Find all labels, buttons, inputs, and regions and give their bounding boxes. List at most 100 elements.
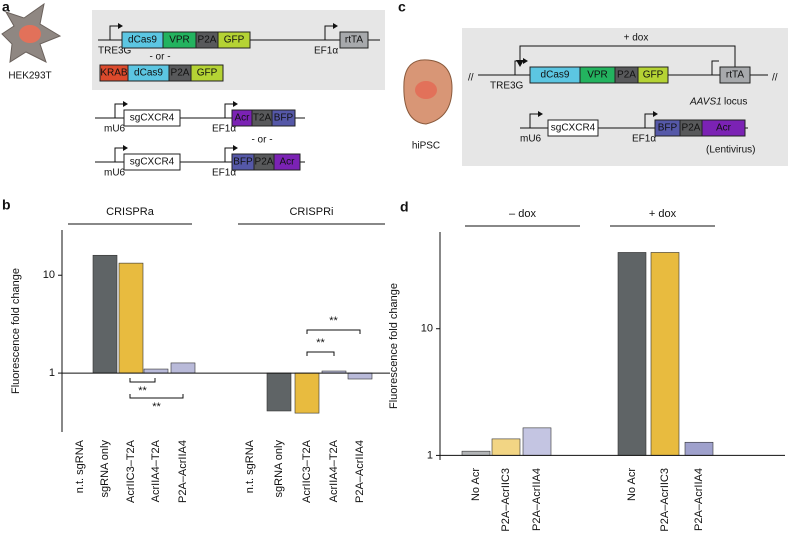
- gene-label: GFP: [197, 68, 218, 79]
- vector-label: (Lentivirus): [706, 145, 755, 156]
- gene-block: [719, 66, 751, 84]
- locus: AAVS1: [689, 97, 722, 108]
- panel-label: b: [2, 197, 11, 213]
- gene-label: T2A: [253, 113, 272, 124]
- promoter-arrow: [109, 25, 119, 40]
- promoter-arrow: [514, 60, 524, 75]
- panel-label: a: [2, 0, 10, 15]
- gene-label: sgCXCR4: [130, 157, 175, 168]
- significance-bracket: [129, 394, 184, 399]
- bar: [170, 362, 196, 374]
- promoter-arrow: [114, 147, 124, 162]
- bar: [684, 441, 714, 456]
- locus-suffix: locus: [724, 97, 747, 108]
- gene-label: dCas9: [134, 68, 163, 79]
- panel-c-box: [462, 28, 788, 166]
- bar: [266, 372, 292, 412]
- gene-block: [190, 64, 224, 82]
- promoter-label: TRE3G: [490, 81, 524, 92]
- panel-label: d: [400, 199, 409, 215]
- gene-label: Acr: [280, 157, 296, 168]
- x-tick-label: P2A–AcrIIA4: [177, 440, 189, 503]
- significance: **: [152, 401, 161, 413]
- arrow-head: [118, 23, 123, 29]
- y-axis-label: Fluorescence fold change: [388, 283, 400, 409]
- break-mark: //: [772, 73, 778, 84]
- group-label: + dox: [649, 208, 677, 220]
- x-tick-label: No Acr: [626, 468, 638, 501]
- x-tick-label: n.t. sgRNA: [244, 439, 256, 493]
- break-mark: //: [468, 73, 474, 84]
- bar: [118, 262, 144, 374]
- bar: [491, 438, 521, 456]
- separator: - or -: [251, 135, 272, 146]
- separator: - or -: [149, 52, 170, 63]
- x-tick-label: AcrIIC3–T2A: [125, 439, 137, 503]
- significance-bracket: [129, 378, 156, 383]
- arrow-head: [653, 111, 658, 117]
- significance: **: [316, 337, 325, 349]
- y-tick-label: 10: [421, 323, 433, 335]
- gene-label: BFP: [233, 157, 253, 168]
- panel-label: c: [398, 0, 406, 15]
- gene-block: [637, 66, 669, 84]
- gene-label: GFP: [643, 70, 664, 81]
- gene-block: [339, 31, 369, 49]
- promoter-label: mU6: [104, 124, 126, 135]
- gene-label: VPR: [169, 35, 190, 46]
- promoter-label: TRE3G: [98, 46, 132, 57]
- gene-label: GFP: [224, 35, 245, 46]
- promoter-arrow: [711, 60, 719, 75]
- promoter-label: EF1α: [632, 134, 656, 145]
- x-tick-label: P2A–AcrIIA4: [354, 440, 366, 503]
- gene-label: Acr: [716, 123, 732, 134]
- gene-label: sgCXCR4: [130, 113, 175, 124]
- promoter-arrow: [114, 103, 124, 118]
- group-label: – dox: [509, 208, 536, 220]
- cell-label: hiPSC: [412, 141, 440, 152]
- gene-block: [701, 119, 746, 137]
- gene-block: [123, 109, 181, 127]
- arrow-head: [523, 58, 528, 64]
- x-tick-label: AcrIIA4–T2A: [150, 439, 162, 502]
- gene-label: KRAB: [100, 68, 128, 79]
- gene-block: [547, 119, 599, 137]
- arrow-head: [123, 145, 128, 151]
- promoter-label: EF1α: [212, 124, 236, 135]
- gene-label: P2A: [171, 68, 190, 79]
- bar: [617, 252, 647, 456]
- gene-label: P2A: [617, 70, 636, 81]
- group-label: CRISPRi: [289, 206, 333, 218]
- gene-label: BFP: [658, 123, 678, 134]
- arrow-head: [333, 23, 338, 29]
- induction-label: + dox: [624, 33, 649, 44]
- gene-label: BFP: [274, 113, 294, 124]
- promoter-arrow: [324, 25, 334, 40]
- gene-label: dCas9: [128, 35, 157, 46]
- bar: [143, 368, 169, 374]
- arrow-head: [233, 145, 238, 151]
- y-tick-label: 1: [49, 367, 55, 379]
- promoter-label: EF1α: [314, 46, 338, 57]
- x-tick-label: AcrIIC3–T2A: [301, 439, 313, 503]
- arrow-head: [538, 111, 543, 117]
- y-tick-label: 1: [427, 449, 433, 461]
- x-tick-label: AcrIIA4–T2A: [328, 439, 340, 502]
- significance-bracket: [306, 351, 335, 356]
- gene-block: [271, 109, 296, 127]
- bar: [92, 254, 118, 374]
- gene-label: Acr: [235, 113, 251, 124]
- promoter-arrow: [529, 113, 539, 128]
- promoter-label: mU6: [520, 134, 542, 145]
- bar: [347, 372, 373, 380]
- x-tick-label: No Acr: [470, 468, 482, 501]
- significance: **: [329, 315, 338, 327]
- gene-block: [273, 153, 301, 171]
- cell-label: HEK293T: [8, 71, 51, 82]
- arrow-head: [123, 101, 128, 107]
- bar: [522, 427, 552, 456]
- promoter-arrow: [644, 113, 654, 128]
- x-tick-label: sgRNA only: [273, 440, 285, 498]
- significance: **: [138, 385, 147, 397]
